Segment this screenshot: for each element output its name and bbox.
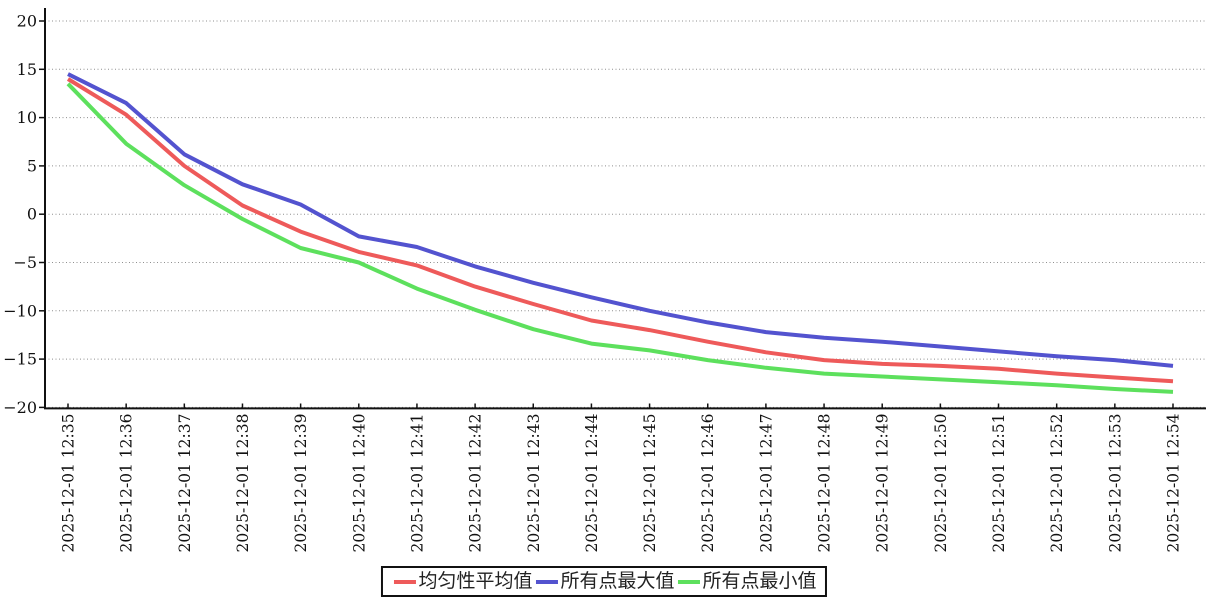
x-tick-label: 2025-12-01 12:53: [1106, 414, 1124, 553]
legend-swatch-max: [535, 579, 558, 584]
y-tick-label: −10: [3, 301, 37, 320]
legend-swatch-avg: [393, 579, 416, 584]
x-tick-label: 2025-12-01 12:50: [932, 414, 950, 553]
y-tick-label: 15: [17, 60, 37, 79]
y-tick-label: −5: [13, 253, 37, 272]
x-tick-label: 2025-12-01 12:35: [60, 414, 78, 553]
y-tick-label: −15: [3, 350, 37, 369]
x-tick-label: 2025-12-01 12:39: [292, 414, 310, 553]
x-tick-label: 2025-12-01 12:49: [874, 414, 892, 553]
x-tick-label: 2025-12-01 12:44: [583, 413, 601, 552]
legend-item-min: 所有点最小值: [675, 569, 817, 594]
x-tick-label: 2025-12-01 12:42: [467, 414, 485, 553]
legend-label-avg: 均匀性平均值: [418, 570, 533, 592]
x-tick-label: 2025-12-01 12:45: [641, 414, 659, 553]
legend-swatch-min: [677, 579, 700, 584]
y-tick-label: 10: [17, 108, 37, 127]
legend-item-avg: 均匀性平均值: [390, 569, 532, 594]
x-tick-label: 2025-12-01 12:40: [350, 414, 368, 553]
x-tick-label: 2025-12-01 12:46: [699, 414, 717, 553]
y-tick-label: 5: [27, 156, 37, 175]
legend-item-max: 所有点最大值: [532, 569, 675, 594]
y-tick-label: 0: [27, 205, 37, 224]
series-line-min: [66, 82, 1174, 394]
y-tick-label: 20: [17, 12, 37, 31]
x-tick-label: 2025-12-01 12:51: [990, 414, 1008, 553]
x-tick-label: 2025-12-01 12:52: [1048, 414, 1066, 553]
x-tick-label: 2025-12-01 12:48: [816, 414, 834, 553]
x-tick-label: 2025-12-01 12:54: [1165, 413, 1183, 552]
chart-legend: 均匀性平均值 所有点最大值 所有点最小值: [380, 566, 827, 597]
y-tick-label: −20: [3, 398, 37, 417]
x-tick-label: 2025-12-01 12:41: [408, 414, 426, 553]
legend-label-min: 所有点最小值: [702, 570, 817, 592]
x-tick-label: 2025-12-01 12:37: [176, 414, 194, 553]
series-line-max: [67, 72, 1174, 368]
x-tick-label: 2025-12-01 12:38: [234, 414, 252, 553]
legend-label-max: 所有点最大值: [560, 570, 675, 592]
series-line-avg: [66, 77, 1174, 384]
x-tick-label: 2025-12-01 12:47: [757, 414, 775, 553]
x-tick-label: 2025-12-01 12:36: [118, 414, 136, 553]
x-tick-label: 2025-12-01 12:43: [525, 414, 543, 553]
